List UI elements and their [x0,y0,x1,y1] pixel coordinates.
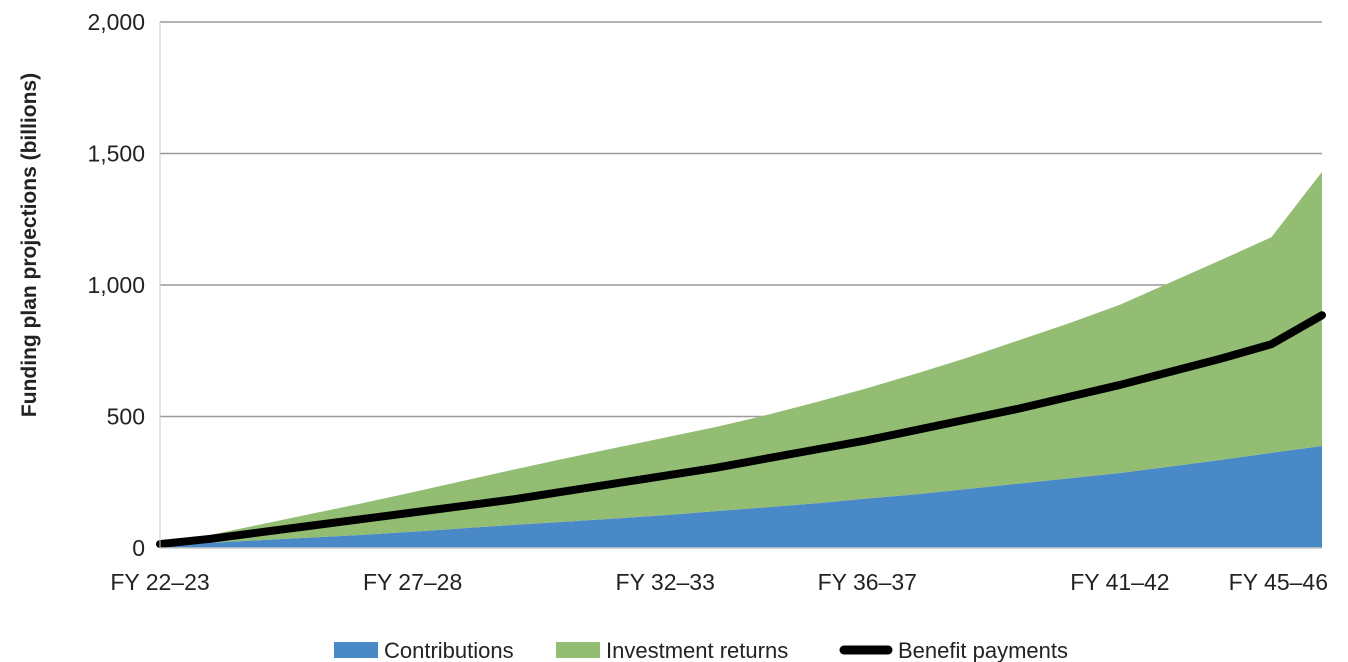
area-series [160,171,1322,548]
x-tick-label: FY 22–23 [110,569,209,595]
y-tick-label: 2,000 [87,9,145,35]
legend-swatch [334,642,378,658]
legend: Contributions Investment returns Benefit p… [334,638,1068,662]
y-tick-label: 0 [132,535,145,561]
area-investment-returns [160,171,1322,545]
x-tick-label: FY 36–37 [818,569,917,595]
y-tick-label: 500 [107,404,145,430]
y-tick-label: 1,500 [87,141,145,167]
legend-label: Contributions [384,638,514,662]
y-axis-label: Funding plan projections (billions) [18,73,41,417]
x-tick-label: FY 32–33 [616,569,715,595]
area-contributions [160,445,1322,548]
legend-label: Investment returns [606,638,788,662]
legend-label: Benefit payments [898,638,1068,662]
y-tick-label: 1,000 [87,272,145,298]
line-series [156,311,1326,549]
x-tick-label: FY 45–46 [1229,569,1328,595]
x-axis: FY 22–23 FY 27–28 FY 32–33 FY 36–37 FY 41–42… [110,547,1328,595]
y-axis: 0 500 1,000 1,500 2,000 [87,9,161,561]
x-tick-label: FY 41–42 [1070,569,1169,595]
line-benefit-payments [156,311,1326,549]
x-tick-label: FY 27–28 [363,569,462,595]
legend-swatch [556,642,600,658]
